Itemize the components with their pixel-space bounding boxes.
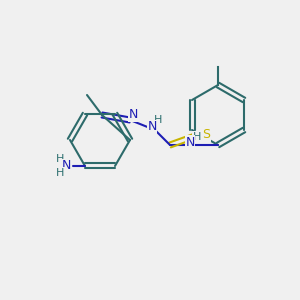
Text: S: S xyxy=(202,128,210,142)
Text: H: H xyxy=(193,132,201,142)
Text: N: N xyxy=(61,160,71,172)
Text: H: H xyxy=(56,168,64,178)
Text: H: H xyxy=(154,115,162,125)
Text: N: N xyxy=(185,136,195,148)
Text: N: N xyxy=(147,121,157,134)
Text: N: N xyxy=(128,109,138,122)
Text: H: H xyxy=(56,154,64,164)
